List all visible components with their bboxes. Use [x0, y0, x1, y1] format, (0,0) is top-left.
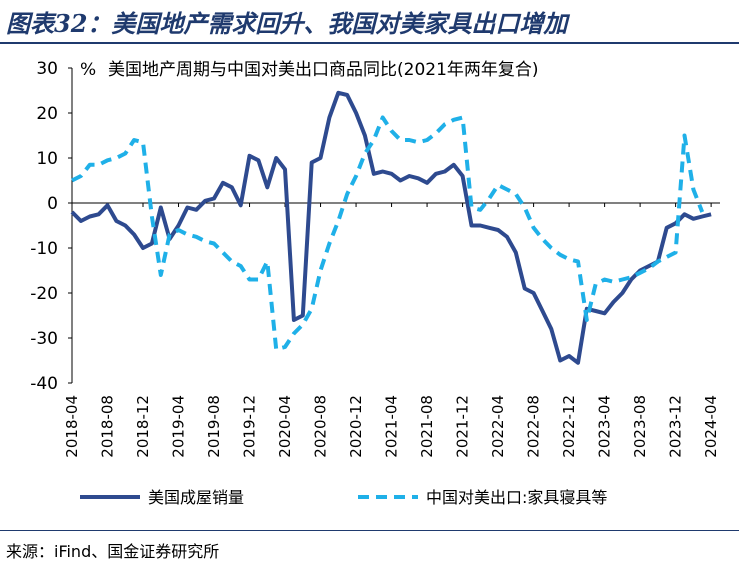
x-tick-label: 2022-04	[489, 395, 507, 458]
x-tick-label: 2024-04	[702, 395, 720, 458]
x-tick-label: 2018-08	[99, 395, 117, 458]
x-tick-label: 2021-12	[454, 395, 472, 458]
x-tick-label: 2023-08	[631, 395, 649, 458]
x-tick-label: 2022-08	[525, 395, 543, 458]
y-tick-label: 0	[47, 194, 58, 214]
x-tick-label: 2018-04	[63, 395, 81, 458]
legend-label-series-2: 中国对美出口:家具寝具等	[426, 488, 607, 507]
source-divider	[0, 530, 739, 531]
y-tick-label: 20	[36, 104, 58, 124]
y-tick-label: 30	[36, 59, 58, 79]
x-tick-label: 2021-04	[383, 395, 401, 458]
source-note: 来源：iFind、国金证券研究所	[6, 542, 220, 561]
figure-title: 图表32：美国地产需求回升、我国对美家具出口增加	[6, 9, 568, 38]
series-line-1	[70, 90, 712, 365]
x-tick-label: 2020-12	[347, 395, 365, 458]
chart-title: 美国地产周期与中国对美出口商品同比(2021年两年复合)	[108, 60, 539, 80]
x-tick-label: 2019-08	[205, 395, 223, 458]
y-tick-label: -30	[30, 329, 58, 349]
x-tick-label: 2021-08	[418, 395, 436, 458]
y-tick-label: -40	[30, 374, 58, 394]
x-tick-label: 2023-04	[596, 395, 614, 458]
x-tick-label: 2020-04	[276, 395, 294, 458]
x-tick-label: 2019-12	[241, 395, 259, 458]
title-divider	[0, 42, 739, 44]
chart: % 美国地产周期与中国对美出口商品同比(2021年两年复合) 30 20 10 0 -1…	[30, 59, 720, 507]
legend-label-series-1: 美国成屋销量	[148, 488, 244, 507]
x-tick-label: 2019-04	[170, 395, 188, 458]
y-tick-label: -10	[30, 239, 58, 259]
x-tick-label: 2023-12	[667, 395, 685, 458]
series-line-2	[71, 115, 705, 352]
x-tick-label: 2020-08	[312, 395, 330, 458]
y-tick-label: 10	[36, 149, 58, 169]
x-tick-label: 2022-12	[560, 395, 578, 458]
x-tick-label: 2018-12	[134, 395, 152, 458]
y-unit-label: %	[80, 60, 96, 80]
y-tick-label: -20	[30, 284, 58, 304]
